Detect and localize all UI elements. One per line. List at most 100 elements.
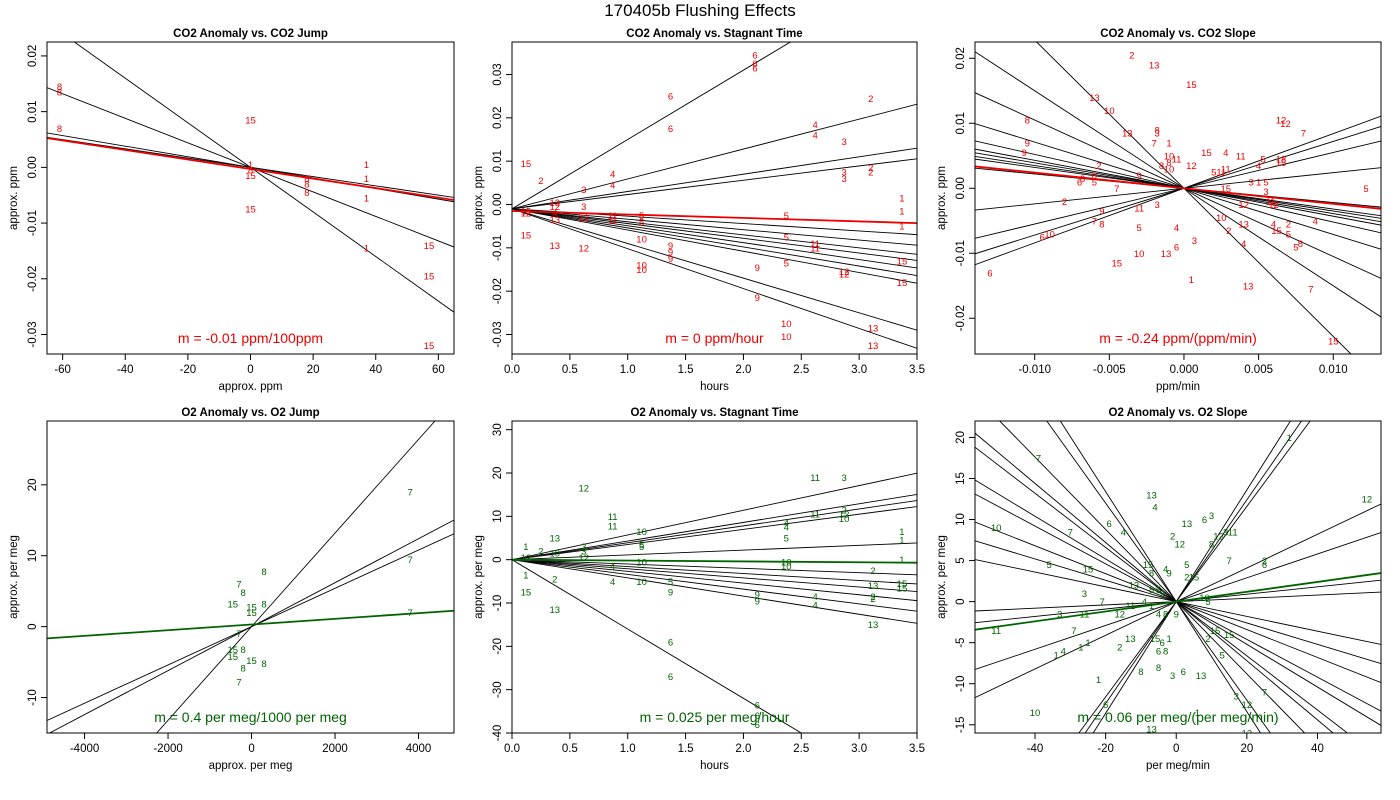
data-point: 15 [424,241,435,252]
fit-line [1092,421,1291,733]
fit-line [512,208,917,277]
y-tick-label: -0.03 [27,321,39,347]
fit-line [512,506,917,561]
data-point: 8 [1298,239,1303,250]
x-tick-label: 3.0 [851,364,867,376]
data-point: 1 [1054,651,1059,662]
data-point: 7 [1114,184,1119,195]
data-point: 5 [1211,168,1216,179]
data-point: 9 [668,241,673,252]
y-tick-label: 15 [955,472,967,485]
y-tick-label: 0.02 [955,47,967,69]
fit-lines [975,42,1381,354]
data-point: 5 [1260,155,1265,166]
data-point: 15 [521,230,532,241]
x-axis [1034,733,1318,739]
data-point: 15 [246,656,257,667]
data-point: 5 [1219,651,1224,662]
fit-line [156,421,436,733]
data-point: 12 [1238,200,1249,211]
data-point: 3 [581,202,586,213]
data-point: 15 [1112,259,1123,270]
fit-line [74,42,454,313]
data-point: 12 [521,553,532,564]
data-point: 11 [810,243,820,254]
x-tick-label: 0.5 [562,364,578,376]
data-point: 13 [1125,634,1136,645]
data-point: 15 [521,588,532,599]
data-point: 15 [521,159,532,170]
figure-title: 170405b Flushing Effects [604,1,796,20]
data-point: 9 [755,293,760,304]
fit-line [512,559,917,624]
fit-line [975,432,1334,733]
fit-lines [512,472,917,733]
data-point: 3 [581,542,586,553]
data-point: 12 [1276,116,1287,127]
data-point: 4 [1271,220,1276,231]
fit-line [512,559,917,602]
data-point: 10 [781,319,792,330]
data-point: 8 [248,166,253,177]
data-point: 5 [639,542,644,553]
data-point: 10 [1044,229,1055,240]
data-point: 2 [868,163,873,174]
data-point: 3 [1192,236,1197,247]
data-point: 12 [578,213,589,224]
data-point: 4 [1152,503,1157,514]
data-point: 4 [1241,239,1246,250]
y-axis-label: approx. ppm [936,166,948,230]
data-point: 18 [1276,155,1287,166]
data-point: 5 [1046,560,1051,571]
data-point: 8 [241,663,246,674]
data-point: 9 [755,590,760,601]
x-tick-label: 0.0 [504,743,520,755]
fit-line [1036,42,1352,354]
data-point: 8 [304,188,309,199]
data-point: 6 [1181,667,1186,678]
data-point: 11 [1125,601,1135,612]
x-tick-label: 1.5 [678,743,694,755]
x-tick-label: 2.5 [793,364,809,376]
data-point: 3 [841,137,846,148]
x-tick-label: -0.010 [1018,364,1051,376]
data-point: 10 [636,261,647,272]
fit-line [975,167,1381,211]
data-point: 8 [1166,158,1171,169]
x-tick-label: 4000 [406,743,432,755]
data-point: 2 [1062,197,1067,208]
data-point: 8 [241,588,246,599]
fit-line [512,559,917,612]
data-point: 1 [1287,433,1292,444]
data-point: 9 [755,263,760,274]
data-point: 10 [839,514,850,525]
data-point: 15 [897,278,908,289]
x-tick-label: 3.0 [851,743,867,755]
y-tick-label: 0 [492,556,504,562]
data-point: 3 [1170,671,1175,682]
y-tick-label: 0.00 [492,193,504,215]
data-point: 6 [668,124,673,135]
x-axis [511,354,918,360]
data-point: 7 [408,487,413,498]
data-point: 1 [1166,138,1171,149]
data-point: 11 [1216,168,1226,179]
x-axis [62,354,439,360]
data-point: 12 [1114,609,1125,620]
mean-fit-line [47,137,454,201]
data-point: 13 [1146,724,1157,735]
data-point: 6 [1202,515,1207,526]
fit-line [512,208,917,269]
data-point: 15 [227,652,238,663]
data-point: 8 [57,88,62,99]
y-axis-label: approx. ppm [473,166,485,230]
data-point: 11 [1266,197,1276,208]
y-tick-label: -10 [955,675,967,692]
fit-line [47,136,454,198]
x-tick-label: 40 [1311,743,1324,755]
data-point: 4 [813,601,818,612]
data-point: 1 [364,244,369,255]
data-point: 5 [1156,585,1161,596]
data-point: 2 [1170,531,1175,542]
